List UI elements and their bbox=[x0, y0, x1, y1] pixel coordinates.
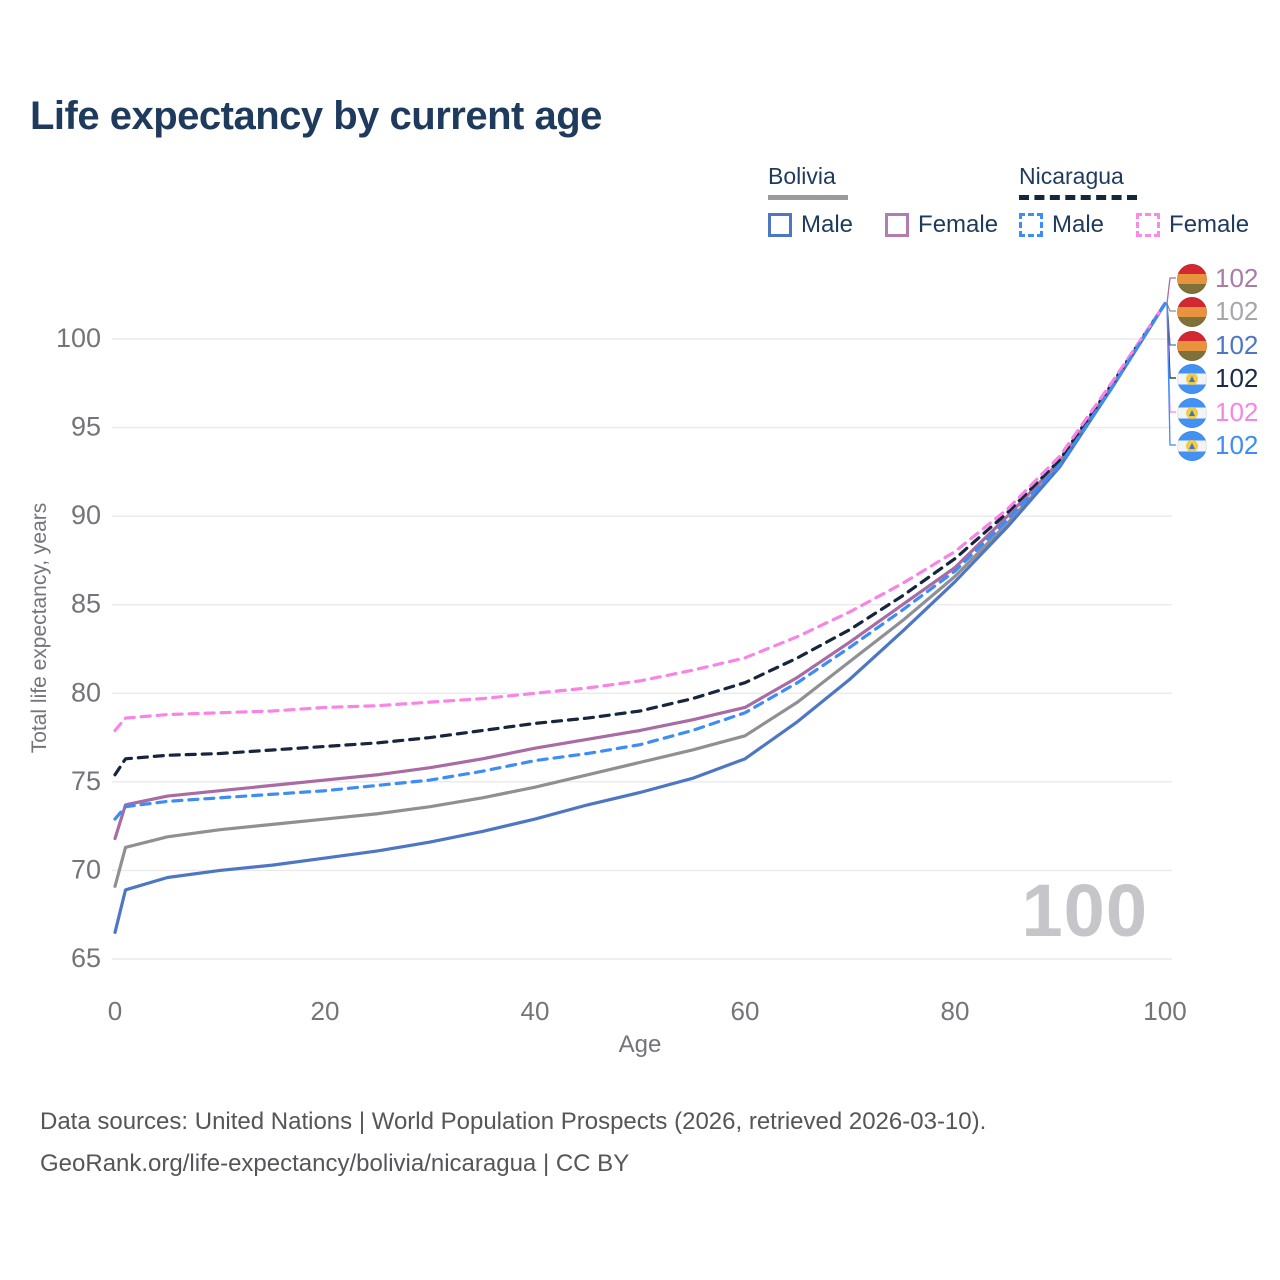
series-line-bolivia-female bbox=[113, 301, 1167, 841]
x-tick-label: 20 bbox=[311, 996, 340, 1026]
page-title: Life expectancy by current age bbox=[30, 94, 602, 138]
leader-line-bolivia bbox=[1166, 303, 1176, 312]
y-tick-label: 100 bbox=[56, 323, 101, 353]
y-axis-title: Total life expectancy, years bbox=[28, 503, 51, 754]
legend-group-nicaragua: Nicaragua Male Female bbox=[1019, 163, 1249, 239]
legend-bolivia-female-swatch[interactable] bbox=[885, 213, 910, 237]
legend-group-bolivia: Bolivia Male Female bbox=[768, 163, 998, 239]
series-line-nicaragua-both-sexes bbox=[113, 301, 1167, 777]
y-tick-label: 65 bbox=[71, 943, 101, 973]
x-tick-label: 100 bbox=[1143, 996, 1186, 1026]
y-tick-label: 95 bbox=[71, 412, 101, 442]
footer-data-sources: Data sources: United Nations | World Pop… bbox=[40, 1108, 987, 1135]
legend-bolivia-male-swatch[interactable] bbox=[768, 213, 792, 237]
current-age-watermark: 100 bbox=[1021, 869, 1148, 952]
series-line-bolivia-both-sexes bbox=[113, 301, 1167, 888]
legend-nicaragua-label: Nicaragua bbox=[1019, 163, 1124, 189]
legend-bolivia-female-label[interactable]: Female bbox=[918, 211, 999, 238]
leader-line-bolivia bbox=[1166, 277, 1176, 304]
x-tick-label: 60 bbox=[731, 996, 760, 1026]
y-tick-label: 85 bbox=[71, 589, 101, 619]
series-line-nicaragua-female bbox=[113, 301, 1167, 733]
leader-line-nicaragua bbox=[1166, 303, 1176, 446]
y-tick-label: 70 bbox=[71, 854, 101, 884]
line-chart: 65 70 75 80 85 90 95 100 0 20 40 60 80 100 Age Total li… bbox=[28, 277, 1187, 1058]
legend-bolivia-header[interactable]: Bolivia bbox=[768, 163, 998, 200]
legend-nicaragua-female-swatch[interactable] bbox=[1136, 213, 1161, 237]
y-tick-label: 80 bbox=[71, 677, 101, 707]
legend-nicaragua-male-swatch[interactable] bbox=[1019, 213, 1043, 237]
x-tick-label: 80 bbox=[941, 996, 970, 1026]
legend-bolivia-label: Bolivia bbox=[768, 163, 836, 189]
legend-nicaragua-female-label[interactable]: Female bbox=[1169, 211, 1250, 238]
series-line-nicaragua-male bbox=[113, 301, 1167, 821]
x-axis-title: Age bbox=[619, 1031, 662, 1058]
legend-bolivia-male-label[interactable]: Male bbox=[801, 211, 854, 238]
nicaragua-line-swatch bbox=[1019, 195, 1137, 200]
y-tick-label: 75 bbox=[71, 766, 101, 796]
legend-nicaragua-male-label[interactable]: Male bbox=[1052, 211, 1105, 238]
series-line-bolivia-male bbox=[113, 301, 1167, 935]
legend-nicaragua-header[interactable]: Nicaragua bbox=[1019, 163, 1249, 200]
bolivia-line-swatch bbox=[768, 195, 848, 200]
footer-attribution: GeoRank.org/life-expectancy/bolivia/nica… bbox=[40, 1150, 630, 1177]
x-tick-label: 40 bbox=[521, 996, 550, 1026]
x-tick-label: 0 bbox=[108, 996, 122, 1026]
y-tick-label: 90 bbox=[71, 500, 101, 530]
